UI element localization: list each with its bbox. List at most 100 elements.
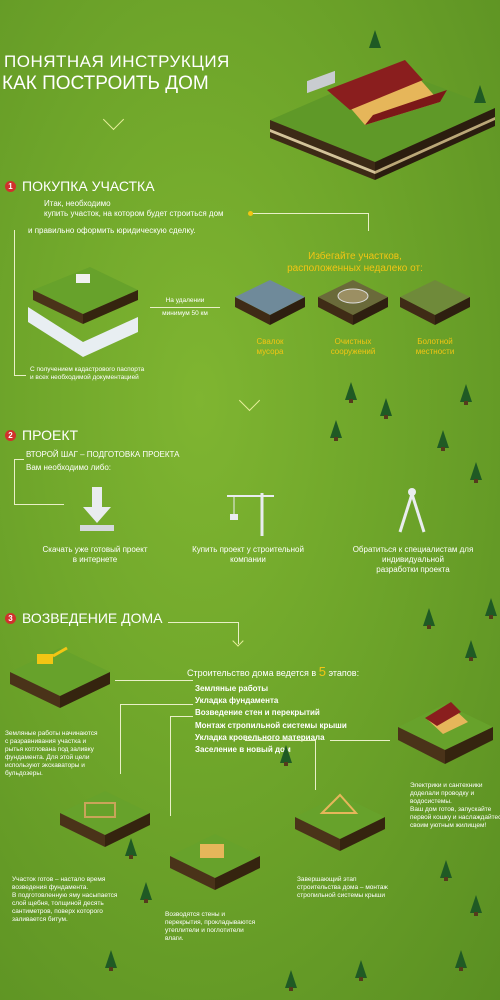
passport-note-line1: С получением кадастрового паспорта [30, 366, 145, 373]
note-line: рытья котлована под заливку [5, 746, 94, 753]
roof-illustration [295, 793, 385, 851]
stages-intro: Строительство дома ведется в 5 этапов: [187, 664, 359, 679]
tree-icon [330, 420, 342, 441]
note-line: с разравнивания участка и [5, 738, 87, 745]
connector-line [368, 213, 369, 231]
option-label: разработки проекта [376, 565, 450, 574]
distance-label1: На удалении [165, 297, 205, 304]
tree-icon [345, 382, 357, 403]
stages-count: 5 [318, 664, 326, 679]
tree-icon [470, 462, 482, 483]
avoid-item-sewage: Очистных сооружений [318, 337, 388, 357]
connector-line [14, 375, 26, 376]
tree-icon [485, 598, 497, 619]
finished-house-illustration [398, 702, 493, 764]
note-line: доделали проводку и [410, 790, 475, 797]
tree-icon [470, 895, 482, 916]
note-walls: Возводятся стены и перекрытия, прокладыв… [165, 911, 275, 943]
note-line: водосистемы. [410, 798, 452, 805]
connector-line [120, 704, 121, 774]
passport-note-line2: и всех необходимой документацией [30, 374, 139, 381]
tree-icon [460, 384, 472, 405]
chevron-down-icon [232, 635, 244, 647]
stage-item: Возведение стен и перекрытий [195, 708, 320, 718]
note-line: возведения фундамента. [12, 884, 89, 891]
connector-line [168, 622, 238, 623]
avoid-item-label: местности [415, 347, 455, 356]
note-line: Ваш дом готов, запускайте [410, 806, 492, 813]
note-foundation: Участок готов – настало время возведения… [12, 876, 137, 924]
distance-arrow [150, 307, 220, 308]
stages-suffix: этапов: [328, 668, 360, 678]
connector-line [14, 504, 64, 505]
connector-line [14, 459, 24, 460]
s2-subtitle: ВТОРОЙ ШАГ – ПОДГОТОВКА ПРОЕКТА [26, 450, 180, 459]
avoid-title-line1: Избегайте участков, [308, 251, 402, 262]
note-roof: Завершающий этап строительства дома – мо… [297, 876, 417, 900]
connector-line [115, 680, 193, 681]
stage-item: Монтаж стропильной системы крыши [195, 720, 347, 730]
note-line: бульдозеры. [5, 770, 43, 777]
note-line: сантиметров, поверх которого [12, 908, 103, 915]
avoid-item-dump: Свалок мусора [235, 337, 305, 357]
hero-house-illustration [270, 30, 495, 180]
note-line: заливается битум. [12, 916, 68, 923]
note-moving: Электрики и сантехники доделали проводку… [410, 782, 500, 830]
note-line: своим уютным жилищем! [410, 822, 487, 829]
connector-line [330, 740, 390, 741]
tree-icon [437, 430, 449, 451]
plot-illustration [28, 267, 138, 357]
option-label: в интернете [72, 555, 118, 564]
s2-option-download: Скачать уже готовый проект в интернете [25, 545, 165, 565]
crane-icon [227, 493, 274, 536]
note-line: влаги. [165, 935, 184, 942]
connector-line [315, 740, 316, 790]
stages-intro-text: Строительство дома ведется в [187, 668, 317, 678]
tree-icon [423, 608, 435, 629]
avoid-item-label: Болотной [417, 337, 453, 346]
section3-title: ВОЗВЕДЕНИЕ ДОМА [22, 610, 163, 626]
note-earthworks: Земляные работы начинаются с разравниван… [5, 730, 115, 778]
note-line: первой кошку и наслаждайтесь [410, 814, 500, 821]
chevron-down-icon [238, 389, 261, 412]
note-line: используют экскаваторы и [5, 762, 85, 769]
option-label: Скачать уже готовый проект [42, 545, 148, 554]
note-line: утеплители и поглотители [165, 927, 244, 934]
stages-list: Земляные работы Укладка фундамента Возве… [195, 683, 347, 756]
connector-line [253, 213, 368, 214]
stage-item: Заселение в новый дом [195, 745, 291, 755]
tree-icon [355, 960, 367, 981]
avoid-item-label: мусора [256, 347, 284, 356]
note-line: В подготовленную яму насыпается [12, 892, 118, 899]
avoid-item-label: Очистных [334, 337, 372, 346]
option-label: Купить проект у строительной [192, 545, 304, 554]
download-icon [80, 487, 114, 531]
compass-icon [398, 488, 426, 533]
s2-option-specialists: Обратиться к специалистам для индивидуал… [338, 545, 488, 575]
stage-item: Земляные работы [195, 684, 269, 693]
option-label: индивидуальной [382, 555, 444, 564]
s2-option-buy: Купить проект у строительной компании [178, 545, 318, 565]
note-line: стропильной системы крыши [297, 892, 386, 899]
connector-line [170, 716, 193, 717]
tree-icon [105, 950, 117, 971]
section1-header: 1 ПОКУПКА УЧАСТКА [5, 178, 155, 194]
walls-illustration [170, 834, 260, 890]
note-line: Земляные работы начинаются [5, 730, 98, 737]
avoid-item-swamp: Болотной местности [400, 337, 470, 357]
stage-item: Укладка фундамента [195, 696, 279, 706]
connector-dot [248, 211, 253, 216]
note-line: строительства дома – монтаж [297, 884, 388, 891]
tree-icon [280, 745, 292, 766]
s2-intro: Вам необходимо либо: [26, 463, 112, 472]
note-line: Завершающий этап [297, 876, 357, 883]
option-label: компании [230, 555, 266, 564]
passport-note: С получением кадастрового паспорта и все… [30, 366, 144, 382]
tree-icon [455, 950, 467, 971]
tree-icon [285, 970, 297, 991]
option-label: Обратиться к специалистам для [352, 545, 474, 554]
note-line: фундамента. Для этой цели [5, 754, 90, 761]
stage-item: Укладка кровельного материала [195, 732, 325, 742]
section2-number: 2 [5, 429, 16, 441]
section3-number: 3 [5, 612, 16, 624]
